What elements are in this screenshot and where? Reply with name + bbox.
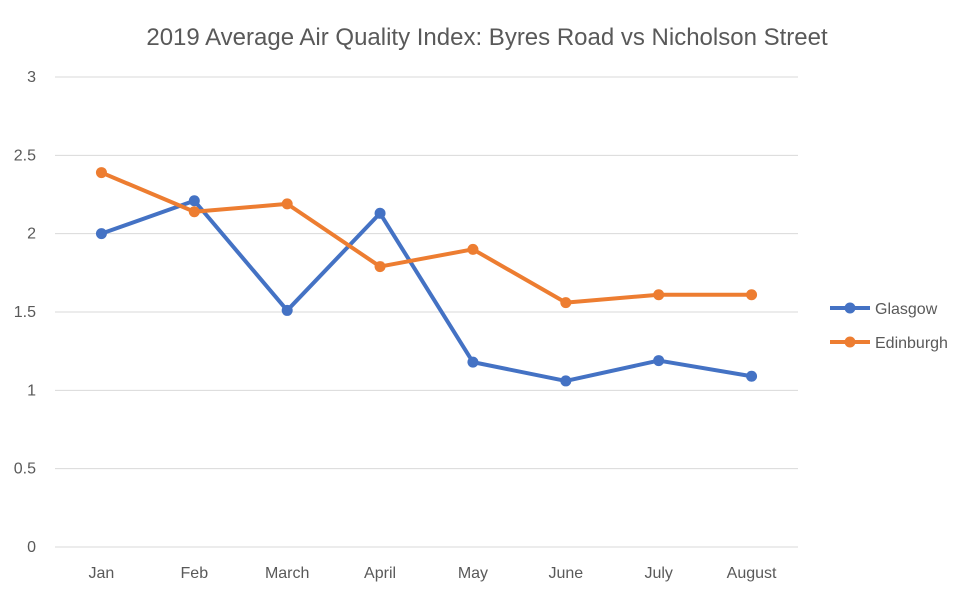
data-point <box>281 198 293 210</box>
series-line <box>99 170 754 305</box>
y-tick-label: 0.5 <box>14 461 36 478</box>
legend-swatch-marker <box>844 336 856 348</box>
x-tick-label: Jan <box>89 565 115 582</box>
data-point <box>560 297 572 309</box>
data-point <box>95 228 107 240</box>
y-tick-label: 2.5 <box>14 147 36 164</box>
data-point <box>467 243 479 255</box>
x-tick-label: April <box>364 565 396 582</box>
x-axis-tick-labels: Jan Feb March April May June July August <box>89 565 777 582</box>
y-tick-label: 2 <box>27 226 36 243</box>
legend: Glasgow Edinburgh <box>830 301 948 352</box>
y-tick-label: 0 <box>27 539 36 556</box>
x-tick-label: July <box>644 565 672 582</box>
series-line <box>99 198 754 383</box>
legend-item: Glasgow <box>830 301 938 318</box>
data-point <box>281 304 293 316</box>
data-point <box>746 370 758 382</box>
data-point <box>746 289 758 301</box>
y-axis-tick-labels: 0 0.5 1 1.5 2 2.5 3 <box>14 69 36 556</box>
data-point <box>467 356 479 368</box>
series-edinburgh <box>95 167 758 309</box>
data-point <box>188 195 200 207</box>
legend-label: Edinburgh <box>875 335 948 352</box>
x-tick-label: June <box>548 565 583 582</box>
y-tick-label: 3 <box>27 69 36 86</box>
data-point <box>374 261 386 273</box>
data-point <box>653 289 665 301</box>
legend-item: Edinburgh <box>830 335 948 352</box>
x-tick-label: March <box>265 565 309 582</box>
data-point <box>188 206 200 218</box>
y-tick-label: 1.5 <box>14 304 36 321</box>
data-point <box>95 167 107 179</box>
x-tick-label: Feb <box>181 565 209 582</box>
data-point <box>374 207 386 219</box>
legend-label: Glasgow <box>875 301 938 318</box>
series-glasgow <box>95 195 758 387</box>
legend-swatch-marker <box>844 302 856 314</box>
gridlines <box>55 76 798 548</box>
chart-title: 2019 Average Air Quality Index: Byres Ro… <box>146 24 828 51</box>
x-tick-label: August <box>727 565 777 582</box>
series-lines <box>95 167 758 387</box>
y-tick-label: 1 <box>27 382 36 399</box>
x-tick-label: May <box>458 565 488 582</box>
data-point <box>560 375 572 387</box>
data-point <box>653 355 665 367</box>
